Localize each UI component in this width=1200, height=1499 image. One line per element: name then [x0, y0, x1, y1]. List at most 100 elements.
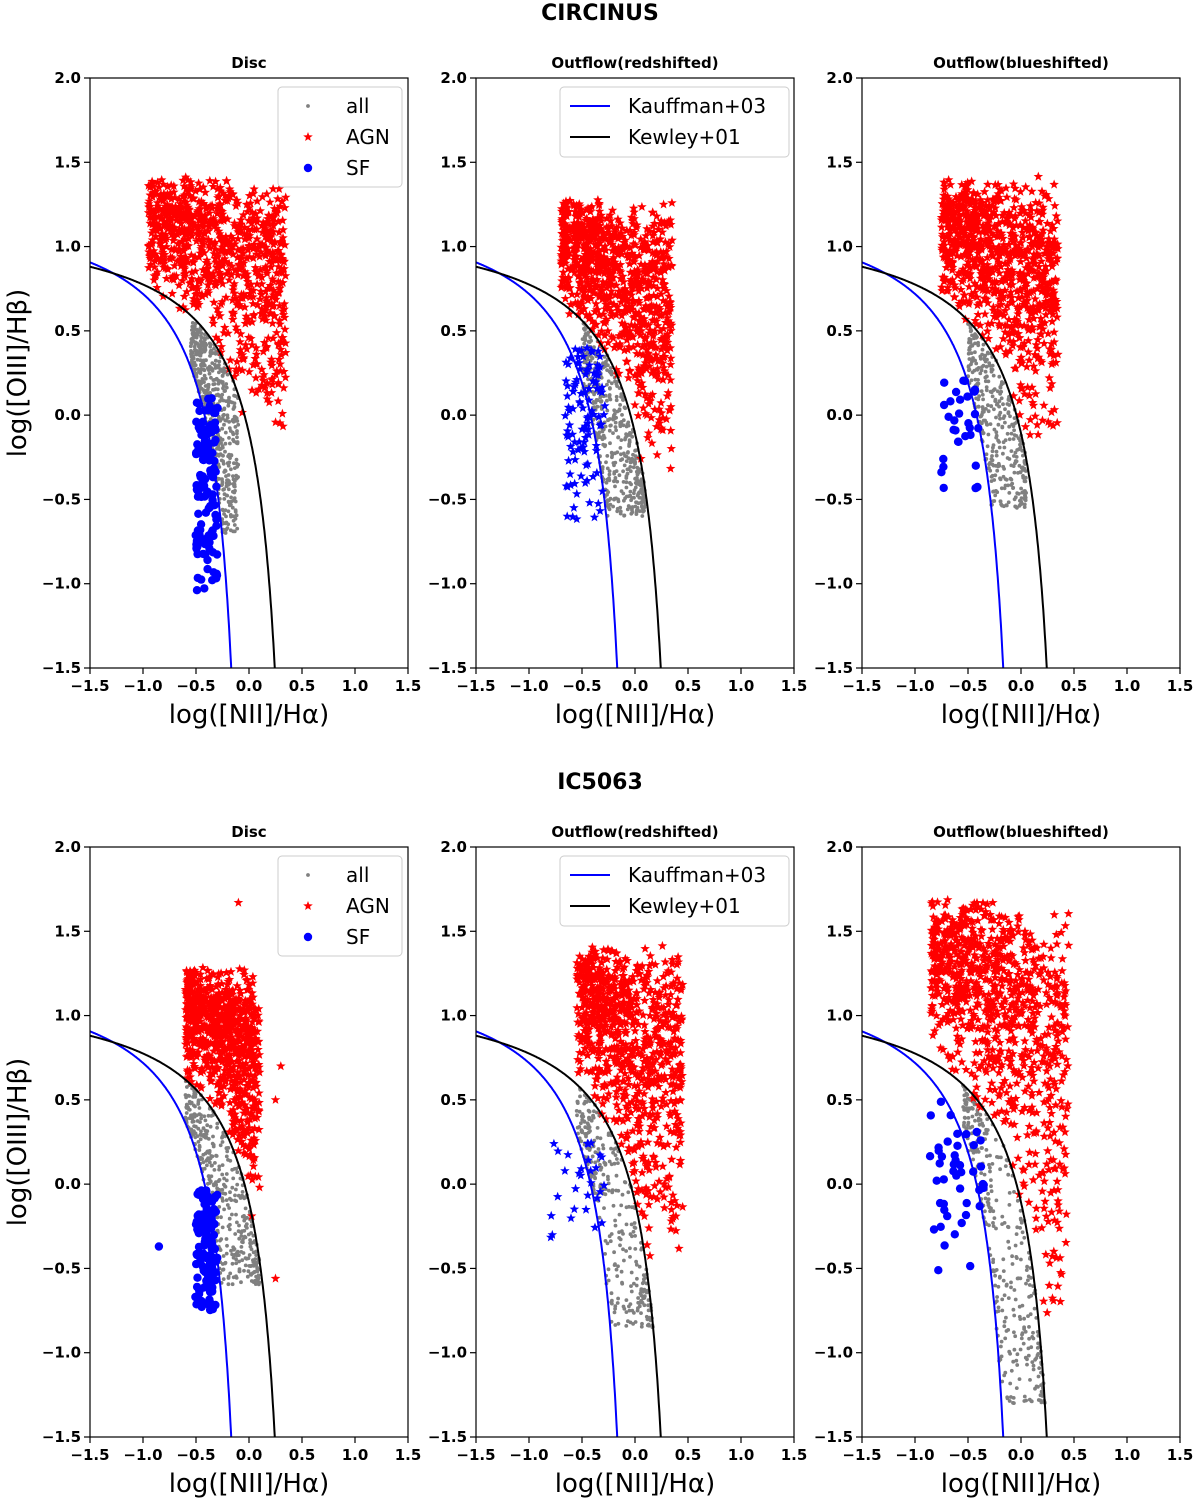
- point-agn: [276, 344, 286, 354]
- point-all: [634, 508, 639, 513]
- point-all: [218, 1143, 223, 1148]
- point-agn: [235, 1010, 245, 1020]
- point-agn: [1013, 328, 1024, 338]
- point-all: [210, 367, 215, 372]
- point-agn: [657, 227, 668, 237]
- point-agn: [967, 235, 977, 245]
- point-agn: [251, 349, 262, 359]
- point-all: [217, 477, 222, 481]
- point-agn: [254, 1088, 264, 1098]
- point-all: [209, 348, 214, 353]
- point-all: [223, 449, 227, 454]
- point-agn: [280, 372, 291, 382]
- point-agn: [656, 344, 667, 354]
- point-agn: [1006, 269, 1017, 279]
- point-agn: [216, 205, 226, 215]
- point-agn: [591, 233, 601, 243]
- point-agn: [563, 264, 573, 274]
- point-agn: [1023, 226, 1033, 235]
- point-all: [998, 499, 1003, 504]
- point-agn: [983, 179, 993, 189]
- point-agn: [948, 221, 959, 231]
- y-tick-label: 0.5: [54, 322, 81, 340]
- point-all: [615, 506, 620, 511]
- point-agn: [187, 267, 197, 277]
- point-agn: [252, 213, 263, 223]
- point-agn: [186, 182, 196, 192]
- point-agn: [1014, 268, 1025, 278]
- point-all: [232, 401, 237, 406]
- point-agn: [999, 310, 1009, 320]
- point-agn: [217, 242, 227, 252]
- point-agn: [204, 208, 215, 218]
- point-agn: [246, 218, 257, 228]
- point-sf: [953, 437, 963, 446]
- point-all: [1009, 431, 1014, 436]
- point-agn: [227, 261, 237, 271]
- point-agn: [647, 438, 657, 448]
- point-all: [999, 502, 1003, 507]
- y-tick-label: −0.5: [42, 490, 81, 508]
- point-agn: [177, 224, 187, 234]
- point-sf: [564, 405, 575, 415]
- point-agn: [659, 283, 669, 293]
- point-agn: [582, 252, 592, 262]
- point-agn: [651, 353, 661, 363]
- point-all: [1003, 420, 1007, 425]
- point-all: [220, 1140, 225, 1144]
- point-all: [619, 452, 623, 457]
- point-agn: [579, 287, 589, 297]
- point-all: [630, 505, 635, 509]
- point-agn: [1011, 315, 1022, 325]
- point-agn: [648, 237, 658, 247]
- point-agn: [596, 285, 607, 295]
- point-agn: [197, 246, 207, 255]
- point-all: [220, 392, 225, 397]
- point-agn: [274, 315, 285, 325]
- point-all: [232, 393, 237, 398]
- point-all: [1022, 496, 1027, 501]
- point-agn: [608, 252, 619, 262]
- point-agn: [1002, 320, 1012, 330]
- point-agn: [1024, 232, 1034, 242]
- point-all: [223, 1191, 228, 1196]
- point-agn: [240, 339, 251, 349]
- point-all: [1006, 500, 1011, 505]
- point-sf: [213, 403, 222, 413]
- point-agn: [603, 224, 613, 234]
- point-agn: [236, 289, 247, 299]
- point-all: [994, 449, 999, 454]
- point-all: [231, 474, 235, 478]
- point-agn: [1041, 296, 1051, 306]
- point-all: [629, 458, 633, 463]
- point-agn: [262, 234, 272, 244]
- point-agn: [1015, 208, 1026, 218]
- point-agn: [1026, 212, 1036, 222]
- legend-marker-agn: [303, 132, 313, 141]
- point-agn: [1052, 239, 1063, 249]
- point-all: [225, 372, 230, 377]
- point-agn: [613, 233, 623, 243]
- point-agn: [273, 276, 284, 286]
- point-agn: [182, 200, 192, 210]
- point-agn: [256, 247, 266, 257]
- point-agn: [982, 195, 993, 205]
- point-agn: [167, 229, 177, 239]
- point-agn: [593, 195, 603, 204]
- point-agn: [651, 421, 662, 431]
- point-agn: [163, 224, 173, 234]
- point-agn: [203, 259, 214, 269]
- point-all: [981, 407, 985, 412]
- point-all: [193, 1131, 198, 1136]
- point-agn: [960, 210, 971, 220]
- point-agn: [225, 191, 235, 201]
- point-all: [247, 1253, 252, 1257]
- point-agn: [206, 215, 216, 225]
- point-agn: [652, 320, 663, 330]
- point-agn: [247, 224, 257, 234]
- point-all: [228, 456, 232, 460]
- point-sf: [210, 423, 219, 432]
- point-all: [995, 389, 1000, 394]
- point-agn: [1020, 247, 1030, 257]
- point-all: [235, 1220, 239, 1225]
